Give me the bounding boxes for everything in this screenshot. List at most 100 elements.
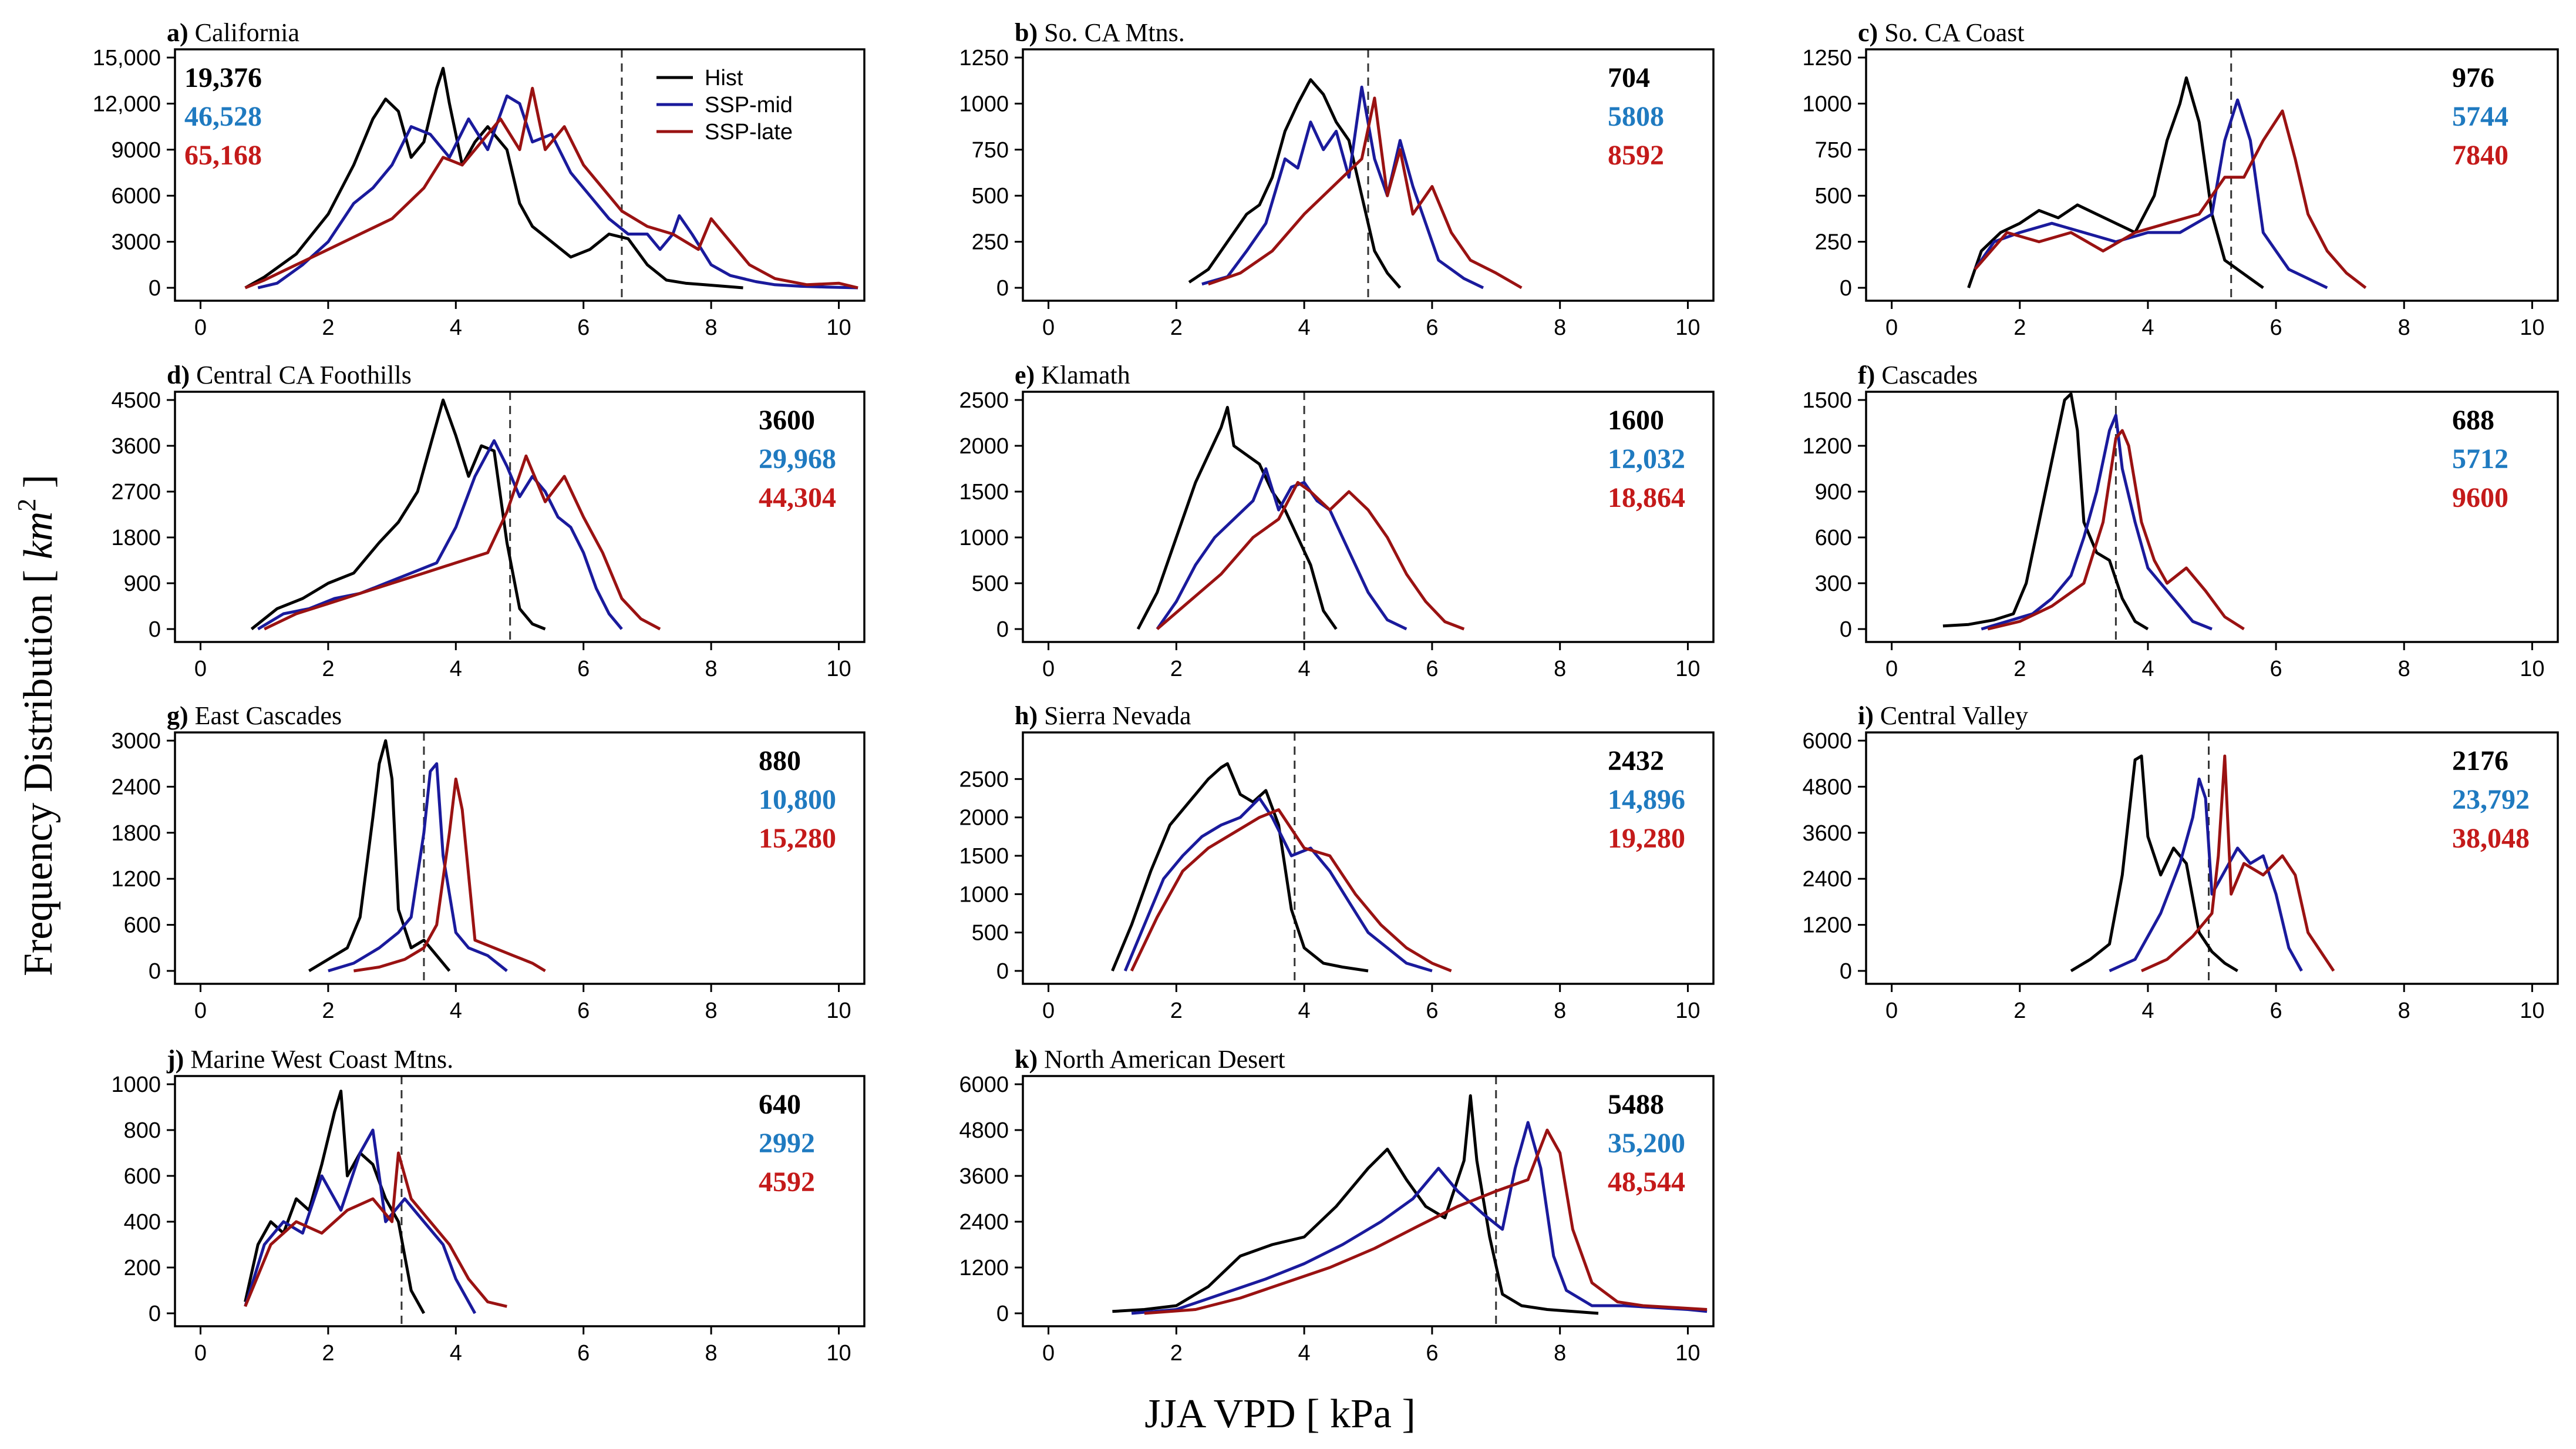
count-label-1: 5712: [2452, 443, 2508, 475]
y-tick-label: 1000: [959, 526, 1009, 550]
panel-b: b) So. CA Mtns. 0 2 4 6 8 10 0 250 500 750 1000 1250…: [959, 18, 1715, 340]
y-tick-label: 600: [124, 1164, 161, 1189]
panel-letter: k): [1015, 1045, 1044, 1074]
y-tick-label: 0: [149, 959, 161, 984]
panel-title: h) Sierra Nevada: [1015, 701, 1191, 730]
series-line-ssp-late: [1130, 808, 1452, 973]
x-tick-label: 8: [705, 315, 718, 340]
x-tick-label: 2: [2013, 657, 2026, 681]
count-label-2: 15,280: [759, 823, 836, 854]
count-label-2: 18,864: [1608, 482, 1685, 513]
y-tick-label: 4500: [111, 388, 161, 413]
panel-name: East Cascades: [195, 701, 342, 730]
count-label-2: 65,168: [184, 140, 262, 171]
series-line-ssp-mid: [244, 1128, 477, 1314]
x-tick-label: 6: [1426, 657, 1438, 681]
x-tick-label: 6: [577, 315, 590, 340]
y-tick-label: 1000: [959, 882, 1009, 907]
series-line-ssp-late: [1974, 109, 2367, 289]
x-tick-label: 8: [2398, 657, 2410, 681]
x-tick-label: 8: [1554, 657, 1566, 681]
series-line-ssp-mid: [257, 94, 858, 290]
panel-frame: [1865, 391, 2559, 643]
y-tick-label: 6000: [111, 184, 161, 209]
y-tick-label: 600: [1815, 526, 1852, 550]
panel-name: California: [195, 18, 299, 47]
y-tick-label: 300: [1815, 571, 1852, 596]
x-tick-label: 8: [705, 1341, 718, 1366]
series-line-hist: [1188, 78, 1402, 289]
panel-title: j) Marine West Coast Mtns.: [166, 1045, 453, 1074]
panel-title: i) Central Valley: [1858, 701, 2028, 730]
series-line-ssp-late: [1987, 429, 2245, 631]
x-tick-label: 6: [577, 999, 590, 1023]
y-tick-label: 750: [1815, 138, 1852, 163]
y-axis-title-main: Frequency Distribution [: [16, 559, 61, 976]
count-label-0: 880: [759, 745, 801, 776]
y-axis-title-exponent: 2: [12, 499, 41, 512]
panel-letter: i): [1858, 701, 1880, 730]
x-tick-label: 8: [1554, 999, 1566, 1023]
count-label-2: 38,048: [2452, 823, 2530, 854]
panel-letter: b): [1015, 18, 1044, 47]
x-tick-label: 10: [826, 657, 851, 681]
count-label-1: 46,528: [184, 101, 262, 132]
x-tick-label: 4: [1298, 1341, 1311, 1366]
y-tick-label: 0: [149, 276, 161, 301]
count-label-0: 704: [1608, 62, 1650, 93]
x-tick-label: 0: [1042, 657, 1055, 681]
y-tick-label: 2400: [111, 775, 161, 799]
panel-name: Central CA Foothills: [196, 361, 412, 389]
count-label-0: 976: [2452, 62, 2494, 93]
count-label-0: 2176: [2452, 745, 2508, 776]
y-tick-label: 1000: [111, 1073, 161, 1097]
series-line-ssp-late: [244, 86, 858, 290]
x-tick-label: 10: [2520, 999, 2544, 1023]
x-tick-label: 2: [322, 999, 334, 1023]
x-tick-label: 4: [1298, 657, 1311, 681]
x-tick-label: 0: [194, 315, 207, 340]
y-tick-label: 2400: [959, 1210, 1009, 1235]
y-tick-label: 1200: [111, 867, 161, 892]
series-line-ssp-mid: [1974, 98, 2328, 290]
panel-name: So. CA Coast: [1884, 18, 2024, 47]
panel-name: Sierra Nevada: [1044, 701, 1191, 730]
y-tick-label: 750: [972, 138, 1009, 163]
y-tick-label: 0: [1840, 617, 1852, 642]
panel-name: Central Valley: [1880, 701, 2028, 730]
series-line-hist: [1136, 406, 1338, 630]
y-tick-label: 1500: [959, 480, 1009, 505]
y-tick-label: 2500: [959, 767, 1009, 792]
panel-frame: [174, 1075, 866, 1327]
panel-letter: h): [1015, 701, 1044, 730]
y-tick-label: 2500: [959, 388, 1009, 413]
panel-letter: a): [167, 18, 195, 47]
legend-label: Hist: [705, 66, 743, 90]
panel-frame: [1865, 48, 2559, 302]
count-label-2: 4592: [759, 1166, 815, 1198]
x-tick-label: 0: [1042, 1341, 1055, 1366]
y-tick-label: 1250: [959, 46, 1009, 70]
x-tick-label: 0: [1042, 999, 1055, 1023]
x-axis-title: JJA VPD [ kPa ]: [1144, 1391, 1416, 1437]
y-tick-label: 250: [972, 230, 1009, 255]
y-tick-label: 400: [124, 1210, 161, 1235]
series-line-hist: [244, 1090, 426, 1314]
y-tick-label: 0: [149, 1302, 161, 1326]
count-label-1: 29,968: [759, 443, 836, 475]
panel-frame: [1022, 731, 1715, 985]
x-tick-label: 10: [2520, 315, 2544, 340]
count-label-0: 19,376: [184, 62, 262, 93]
count-label-1: 14,896: [1608, 784, 1685, 815]
y-tick-label: 3000: [111, 230, 161, 255]
y-tick-label: 9000: [111, 138, 161, 163]
x-tick-label: 6: [577, 657, 590, 681]
panel-e: e) Klamath 0 2 4 6 8 10 0 500 1000 1500 2000 2500 160…: [959, 361, 1715, 681]
y-tick-label: 0: [1840, 959, 1852, 984]
x-tick-label: 6: [1426, 999, 1438, 1023]
x-tick-label: 2: [1170, 999, 1183, 1023]
legend-label: SSP-late: [705, 120, 793, 144]
panel-title: c) So. CA Coast: [1858, 18, 2025, 47]
x-tick-label: 10: [1675, 657, 1700, 681]
y-tick-label: 1800: [111, 526, 161, 550]
